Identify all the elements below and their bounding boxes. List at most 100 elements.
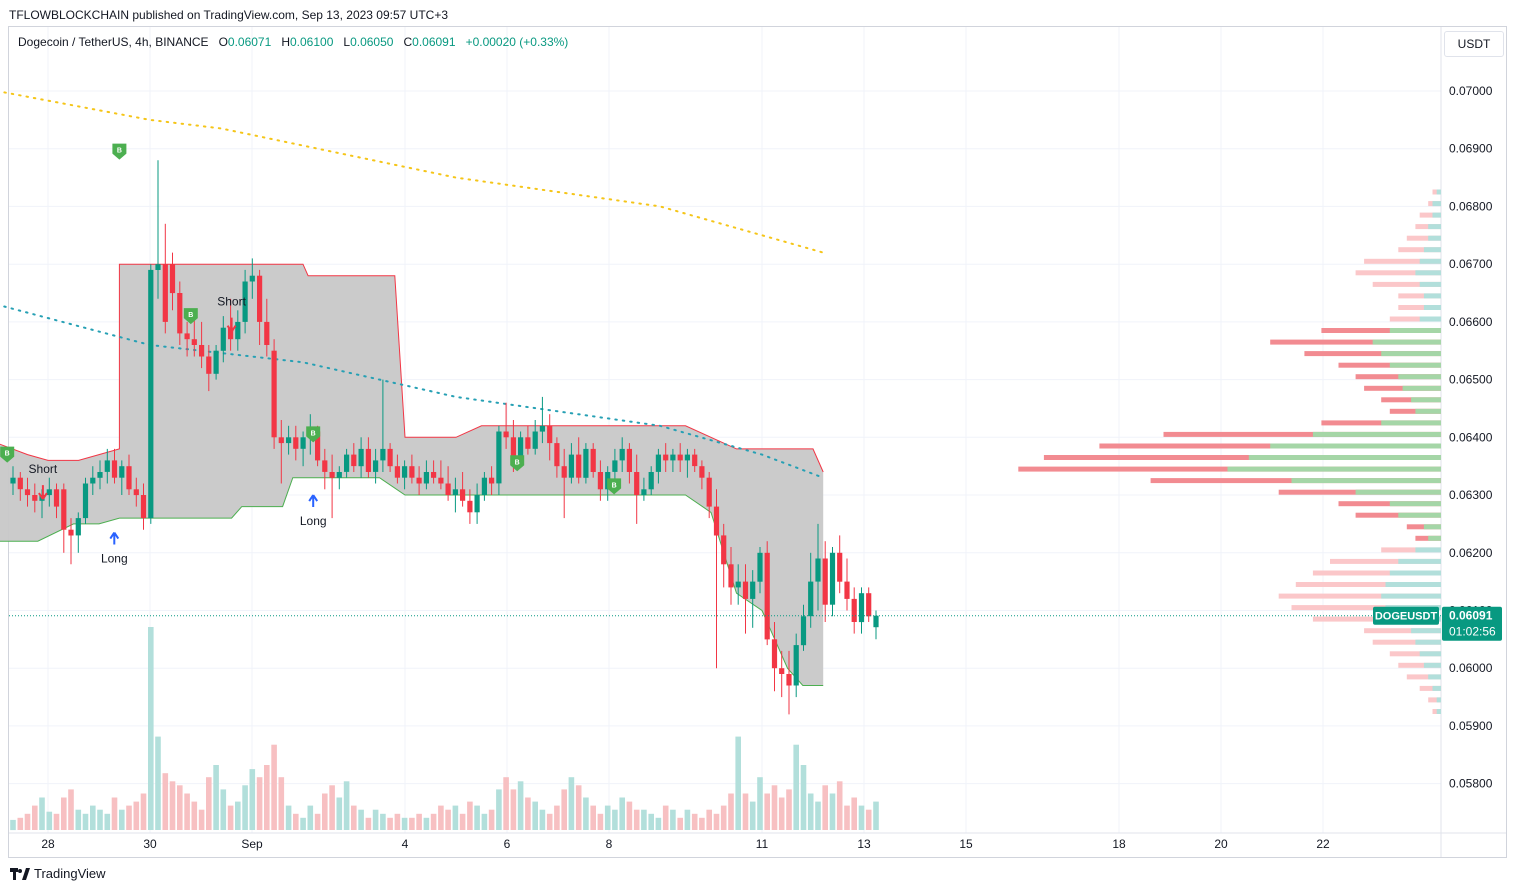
volume-profile-row — [1295, 582, 1441, 587]
candle-body — [474, 495, 480, 513]
currency-button[interactable]: USDT — [1444, 31, 1504, 57]
time-tick-label: 11 — [756, 837, 769, 851]
volume-profile-row-up — [1389, 328, 1441, 333]
volume-profile-row-up — [1432, 685, 1441, 691]
price-tick-label: 0.06300 — [1449, 488, 1493, 502]
volume-bar — [111, 797, 118, 830]
volume-bar — [10, 819, 16, 831]
volume-bar — [800, 765, 807, 830]
volume-profile-row-up — [1385, 582, 1441, 587]
low-label: L — [343, 35, 351, 49]
volume-profile-row-up — [1436, 189, 1441, 195]
volume-bar — [278, 777, 285, 830]
candle-body — [75, 518, 81, 536]
candle-body — [199, 345, 205, 357]
volume-bar — [140, 793, 147, 830]
candle-body — [735, 581, 741, 588]
volume-bar — [416, 813, 422, 830]
change-value: +0.00020 (+0.33%) — [465, 35, 569, 49]
price-tag-symbol-box — [1373, 606, 1439, 625]
volume-profile-row — [1398, 293, 1441, 299]
candle-body — [800, 616, 807, 646]
volume-bar — [75, 809, 82, 830]
volume-bar — [61, 797, 67, 830]
candle-body — [467, 500, 473, 513]
volume-bar — [604, 805, 611, 830]
candle-body — [271, 350, 277, 438]
volume-profile-row — [1398, 305, 1441, 310]
time-tick-label: Sep — [241, 837, 263, 851]
volume-bar — [430, 813, 437, 830]
long-arrow-icon — [109, 531, 120, 545]
volume-bar — [670, 809, 676, 830]
volume-bar — [206, 777, 212, 830]
volume-profile-row — [1398, 247, 1441, 253]
price-axis: 0.058000.059000.060000.061000.062000.063… — [1449, 84, 1493, 791]
candle-body — [576, 454, 582, 478]
price-tick-label: 0.06000 — [1449, 661, 1493, 675]
volume-bar — [793, 744, 799, 830]
volume-profile-row — [1428, 697, 1441, 703]
volume-bar — [568, 777, 575, 830]
volume-bar — [713, 813, 720, 830]
candle-body — [24, 489, 31, 496]
volume-bar — [583, 797, 589, 830]
footer-brand-label: TradingView — [34, 866, 106, 881]
publish-credit: TFLOWBLOCKCHAIN published on TradingView… — [9, 8, 449, 22]
volume-profile-row — [1372, 639, 1441, 645]
volume-bar — [372, 809, 379, 830]
volume-bar — [822, 785, 828, 830]
candle-body — [728, 564, 734, 588]
volume-bar — [452, 805, 459, 830]
volume-bar — [155, 736, 161, 830]
candle-body — [597, 472, 603, 490]
volume-profile-row — [1163, 431, 1442, 437]
volume-bar — [510, 789, 517, 830]
volume-profile-row — [1043, 455, 1441, 460]
volume-bar — [46, 811, 53, 830]
volume-bar — [677, 817, 683, 830]
open-value: 0.06071 — [227, 35, 272, 49]
price-tick-label: 0.06400 — [1449, 430, 1493, 444]
buy-badge-icon — [306, 426, 321, 443]
volume-bar — [380, 813, 386, 830]
footer-brand[interactable]: TradingView — [10, 866, 106, 881]
candle-body — [634, 472, 640, 496]
volume-bar — [728, 793, 734, 830]
candle-body — [750, 581, 756, 599]
volume-bar — [423, 817, 430, 830]
channel-lower-line — [0, 477, 824, 686]
volume-profile-row-up — [1389, 570, 1441, 576]
volume-bar — [525, 797, 531, 830]
volume-bar — [307, 805, 314, 830]
candle-body — [771, 639, 778, 669]
volume-profile-row-up — [1411, 628, 1441, 634]
long-arrow-icon — [308, 494, 319, 508]
volume-bar — [24, 813, 31, 830]
candle-body — [380, 448, 386, 461]
signal-label: Long — [300, 514, 327, 528]
volume-bars — [10, 627, 879, 831]
candle-body — [655, 454, 661, 472]
candle-body — [532, 431, 538, 449]
candle-body — [336, 472, 342, 478]
volume-bar — [177, 785, 183, 830]
candle-body — [619, 448, 625, 461]
volume-bar — [858, 805, 865, 830]
price-tick-label: 0.06700 — [1449, 257, 1493, 271]
volume-bar — [786, 789, 792, 830]
volume-bar — [119, 809, 125, 830]
volume-profile-row-up — [1389, 501, 1441, 507]
candle-body — [423, 472, 429, 484]
candle-body — [721, 535, 727, 565]
chart-pane[interactable] — [8, 26, 1507, 858]
candle-body — [626, 448, 632, 472]
candle-body — [612, 460, 618, 472]
volume-bar — [648, 813, 654, 830]
volume-profile-row — [1270, 339, 1441, 345]
volume-profile-row — [1419, 685, 1442, 691]
volume-profile-row-up — [1436, 697, 1441, 703]
candle-body — [706, 477, 712, 507]
time-axis: 28 30 Sep 4 6 8 11 13 15 18 20 22 — [41, 837, 1330, 851]
